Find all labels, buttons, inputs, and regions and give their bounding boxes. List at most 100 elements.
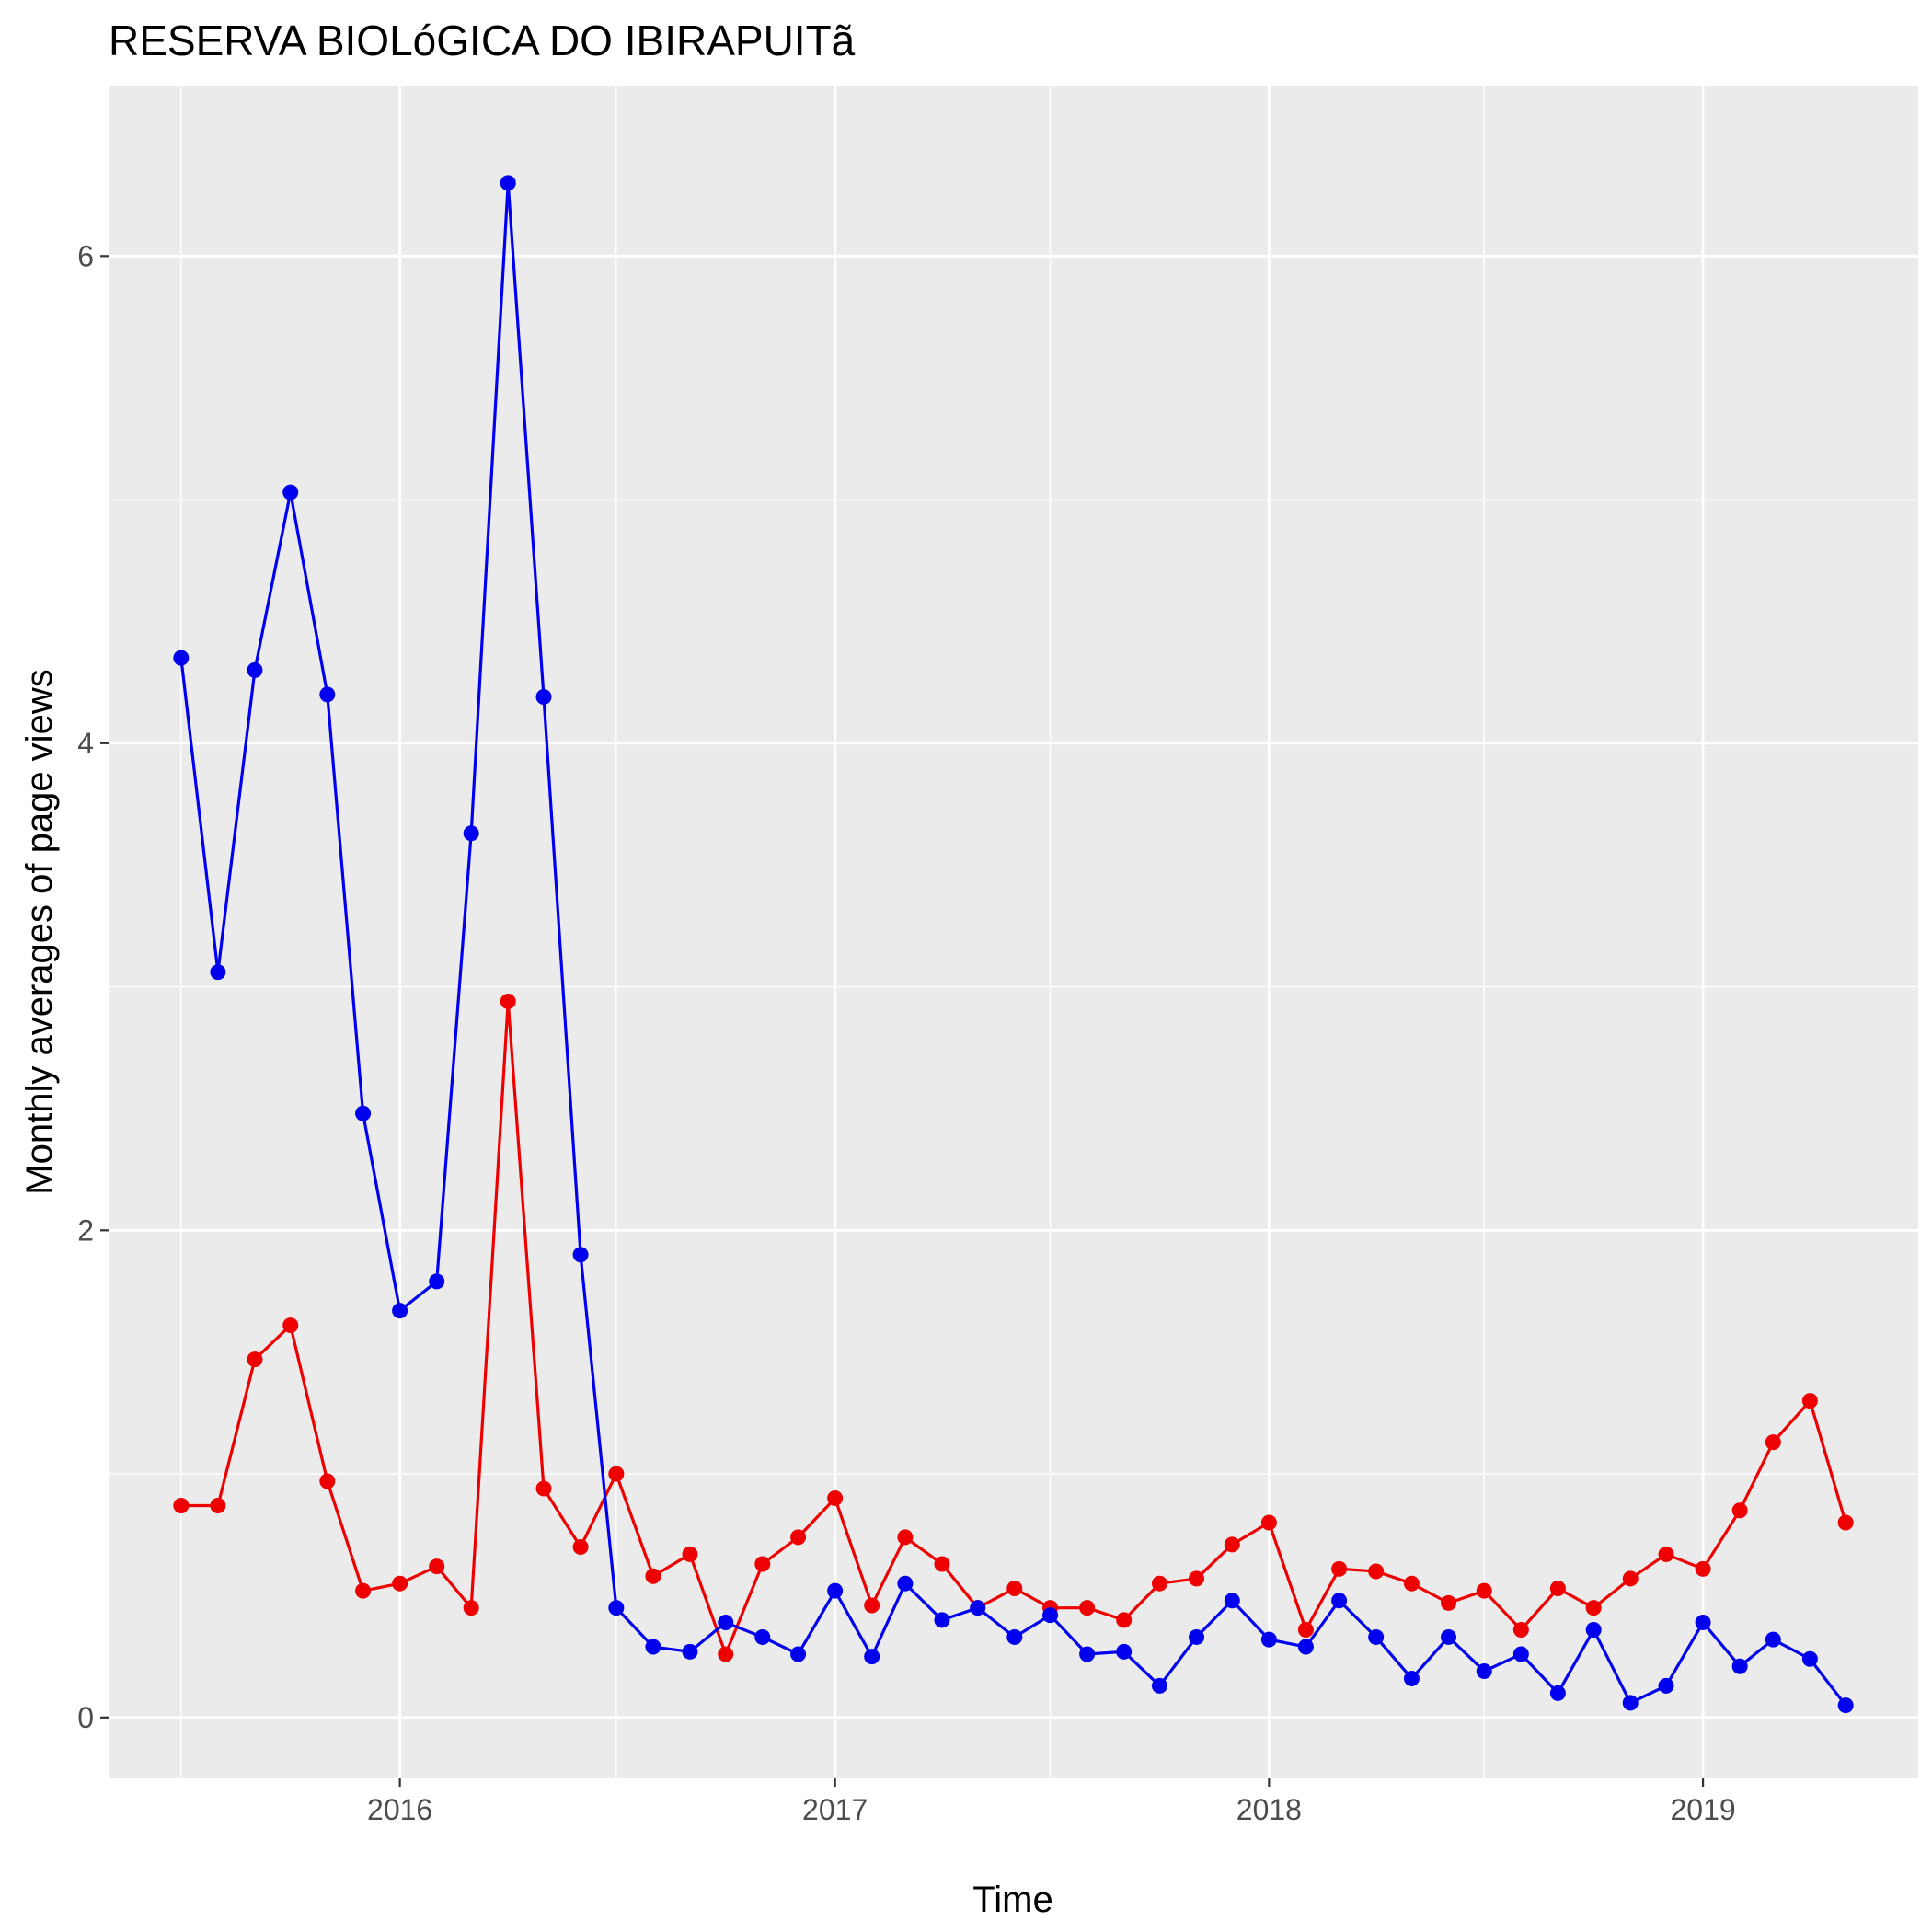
data-point xyxy=(970,1600,985,1616)
data-point xyxy=(429,1273,444,1289)
data-point xyxy=(934,1557,949,1572)
data-point xyxy=(1477,1663,1492,1679)
data-point xyxy=(247,662,262,678)
data-point xyxy=(1696,1561,1711,1577)
data-point xyxy=(464,825,479,841)
data-point xyxy=(536,689,552,705)
data-point xyxy=(1079,1600,1095,1616)
data-point xyxy=(1261,1515,1277,1531)
data-point xyxy=(1802,1651,1818,1667)
data-point xyxy=(1765,1434,1781,1450)
y-tick-label: 4 xyxy=(77,727,94,760)
data-point xyxy=(1298,1622,1314,1638)
plot-panel xyxy=(109,86,1918,1778)
data-point xyxy=(1550,1581,1566,1596)
data-point xyxy=(500,175,516,190)
y-tick-label: 2 xyxy=(77,1213,94,1247)
data-point xyxy=(682,1644,697,1660)
data-point xyxy=(500,994,516,1009)
data-point xyxy=(790,1529,806,1545)
y-tick-label: 6 xyxy=(77,239,94,272)
data-point xyxy=(1586,1600,1602,1616)
data-point xyxy=(1404,1671,1420,1686)
data-point xyxy=(1225,1536,1240,1552)
data-point xyxy=(1838,1515,1854,1531)
data-point xyxy=(827,1490,843,1506)
data-point xyxy=(1732,1659,1748,1674)
x-tick-label: 2019 xyxy=(1670,1793,1735,1826)
data-point xyxy=(173,1498,189,1513)
data-point xyxy=(1586,1622,1602,1638)
data-point xyxy=(608,1600,624,1616)
x-tick-label: 2018 xyxy=(1236,1793,1302,1826)
data-point xyxy=(1368,1629,1384,1645)
data-point xyxy=(1441,1595,1456,1611)
x-axis: 2016 2017 2018 2019 xyxy=(367,1778,1736,1826)
data-point xyxy=(864,1598,880,1614)
data-point xyxy=(1079,1646,1095,1662)
data-point xyxy=(934,1612,949,1627)
data-point xyxy=(1152,1576,1167,1592)
data-point xyxy=(608,1466,624,1482)
data-point xyxy=(1802,1393,1818,1409)
data-point xyxy=(1765,1632,1781,1648)
data-point xyxy=(282,1317,298,1333)
data-point xyxy=(1116,1644,1132,1660)
data-point xyxy=(1513,1622,1529,1638)
data-point xyxy=(1006,1629,1022,1645)
x-tick-label: 2017 xyxy=(802,1793,868,1826)
data-point xyxy=(1298,1639,1314,1655)
data-point xyxy=(1261,1632,1277,1648)
data-point xyxy=(897,1529,913,1545)
data-point xyxy=(645,1639,661,1655)
data-point xyxy=(573,1539,589,1555)
data-point xyxy=(1477,1583,1492,1599)
data-point xyxy=(319,686,335,702)
data-point xyxy=(319,1474,335,1489)
data-point xyxy=(1189,1629,1204,1645)
data-point xyxy=(392,1576,408,1592)
data-point xyxy=(355,1106,371,1121)
data-point xyxy=(1659,1678,1674,1694)
y-axis-title: Monthly averages of page views xyxy=(19,669,60,1194)
data-point xyxy=(827,1583,843,1599)
x-axis-title: Time xyxy=(972,1880,1052,1920)
x-tick-label: 2016 xyxy=(367,1793,432,1826)
data-point xyxy=(1225,1593,1240,1608)
data-point xyxy=(429,1558,444,1574)
data-point xyxy=(1623,1570,1639,1586)
data-point xyxy=(1006,1581,1022,1596)
data-point xyxy=(1732,1502,1748,1518)
data-point xyxy=(210,964,225,980)
data-point xyxy=(645,1569,661,1584)
data-point xyxy=(1042,1607,1058,1623)
data-point xyxy=(754,1557,770,1572)
data-point xyxy=(1116,1612,1132,1627)
data-point xyxy=(392,1303,408,1318)
data-point xyxy=(173,650,189,666)
data-point xyxy=(355,1583,371,1599)
data-point xyxy=(1838,1697,1854,1713)
y-axis: 0 2 4 6 xyxy=(77,239,109,1733)
data-point xyxy=(573,1247,589,1262)
data-point xyxy=(718,1646,733,1662)
data-point xyxy=(1331,1593,1347,1608)
data-point xyxy=(1441,1629,1456,1645)
data-point xyxy=(1550,1685,1566,1701)
data-point xyxy=(1623,1695,1639,1710)
data-point xyxy=(1404,1576,1420,1592)
data-point xyxy=(1152,1678,1167,1694)
data-point xyxy=(1331,1561,1347,1577)
data-point xyxy=(247,1351,262,1367)
chart-title: RESERVA BIOLóGICA DO IBIRAPUITã xyxy=(109,17,856,64)
data-point xyxy=(1513,1646,1529,1662)
data-point xyxy=(682,1547,697,1562)
data-point xyxy=(1189,1570,1204,1586)
y-tick-label: 0 xyxy=(77,1701,94,1734)
data-point xyxy=(864,1649,880,1664)
data-point xyxy=(754,1629,770,1645)
data-point xyxy=(718,1615,733,1630)
data-point xyxy=(897,1576,913,1592)
